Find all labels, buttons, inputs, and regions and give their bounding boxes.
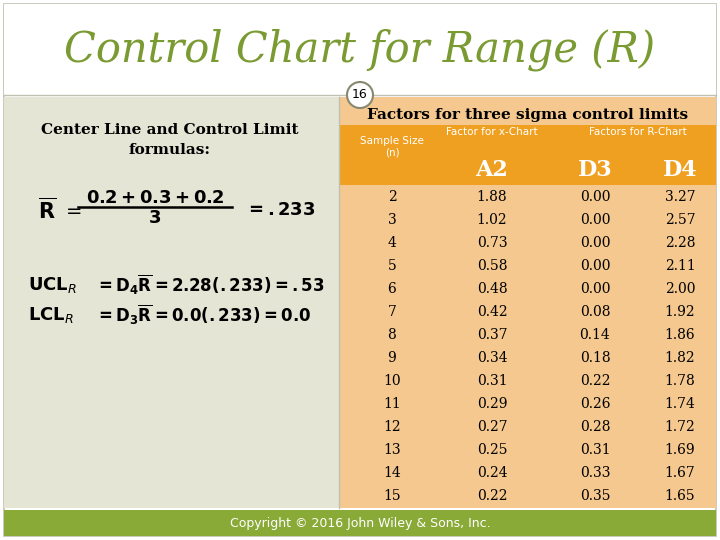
Text: $\mathbf{= D_4\overline{R} = 2.28(.233) = .53}$: $\mathbf{= D_4\overline{R} = 2.28(.233) … xyxy=(95,273,325,297)
Text: 0.73: 0.73 xyxy=(477,235,508,249)
Text: 3.27: 3.27 xyxy=(665,190,696,204)
Text: A2: A2 xyxy=(476,159,508,181)
Text: 1.74: 1.74 xyxy=(665,397,696,411)
Text: 1.88: 1.88 xyxy=(477,190,508,204)
Text: $\mathbf{UCL}_R$: $\mathbf{UCL}_R$ xyxy=(28,275,77,295)
Text: 10: 10 xyxy=(383,374,401,388)
Text: Copyright © 2016 John Wiley & Sons, Inc.: Copyright © 2016 John Wiley & Sons, Inc. xyxy=(230,516,490,530)
Text: 1.82: 1.82 xyxy=(665,351,696,365)
Text: 14: 14 xyxy=(383,467,401,481)
Text: 5: 5 xyxy=(387,259,397,273)
Text: 4: 4 xyxy=(387,235,397,249)
Text: Factors for three sigma control limits: Factors for three sigma control limits xyxy=(367,108,688,122)
Text: 2.00: 2.00 xyxy=(665,282,696,296)
Text: 8: 8 xyxy=(387,328,397,342)
Text: 2.57: 2.57 xyxy=(665,213,696,227)
Text: Control Chart for Range (R): Control Chart for Range (R) xyxy=(64,29,656,71)
Text: Sample Size
(n): Sample Size (n) xyxy=(360,136,424,158)
Text: 3: 3 xyxy=(387,213,397,227)
Text: 0.00: 0.00 xyxy=(580,213,611,227)
Text: 0.26: 0.26 xyxy=(580,397,611,411)
Text: 1.78: 1.78 xyxy=(665,374,696,388)
Text: Factor for x-Chart: Factor for x-Chart xyxy=(446,127,538,137)
Text: 1.69: 1.69 xyxy=(665,443,696,457)
Text: 0.14: 0.14 xyxy=(580,328,611,342)
Text: 1.72: 1.72 xyxy=(665,420,696,434)
Text: 12: 12 xyxy=(383,420,401,434)
Text: 13: 13 xyxy=(383,443,401,457)
Text: 2: 2 xyxy=(387,190,397,204)
Text: 1.86: 1.86 xyxy=(665,328,696,342)
Text: D4: D4 xyxy=(662,159,697,181)
Text: $=$: $=$ xyxy=(62,201,82,219)
Text: 0.28: 0.28 xyxy=(580,420,611,434)
Text: 16: 16 xyxy=(352,89,368,102)
Text: D3: D3 xyxy=(577,159,612,181)
Text: Center Line and Control Limit
formulas:: Center Line and Control Limit formulas: xyxy=(41,123,299,157)
Circle shape xyxy=(347,82,373,108)
Text: 0.31: 0.31 xyxy=(580,443,611,457)
Text: 2.28: 2.28 xyxy=(665,235,696,249)
Text: 0.34: 0.34 xyxy=(477,351,508,365)
Text: 0.08: 0.08 xyxy=(580,305,611,319)
Text: 0.29: 0.29 xyxy=(477,397,508,411)
Text: 1.65: 1.65 xyxy=(665,489,696,503)
Text: $\mathbf{= D_3\overline{R} = 0.0(.233) = 0.0}$: $\mathbf{= D_3\overline{R} = 0.0(.233) =… xyxy=(95,303,311,327)
Bar xyxy=(4,97,339,508)
Text: 0.58: 0.58 xyxy=(477,259,508,273)
Text: 0.00: 0.00 xyxy=(580,190,611,204)
Text: 0.48: 0.48 xyxy=(477,282,508,296)
Text: 0.31: 0.31 xyxy=(477,374,508,388)
Text: 0.35: 0.35 xyxy=(580,489,611,503)
Bar xyxy=(340,125,716,185)
Text: 2.11: 2.11 xyxy=(665,259,696,273)
Text: 7: 7 xyxy=(387,305,397,319)
Bar xyxy=(4,510,716,536)
Text: 15: 15 xyxy=(383,489,401,503)
Text: 6: 6 xyxy=(387,282,397,296)
Text: $\mathbf{LCL}_R$: $\mathbf{LCL}_R$ xyxy=(28,305,74,325)
Text: 0.27: 0.27 xyxy=(477,420,508,434)
Text: 0.24: 0.24 xyxy=(477,467,508,481)
Text: $\mathbf{0.2 + 0.3 + 0.2}$: $\mathbf{0.2 + 0.3 + 0.2}$ xyxy=(86,189,225,207)
Text: 1.02: 1.02 xyxy=(477,213,508,227)
Text: $\mathbf{3}$: $\mathbf{3}$ xyxy=(148,209,161,227)
Text: 0.00: 0.00 xyxy=(580,282,611,296)
Text: 0.42: 0.42 xyxy=(477,305,508,319)
Text: $\overline{\mathbf{R}}$: $\overline{\mathbf{R}}$ xyxy=(38,197,56,222)
Text: 0.00: 0.00 xyxy=(580,259,611,273)
Text: 0.22: 0.22 xyxy=(580,374,611,388)
Text: 0.18: 0.18 xyxy=(580,351,611,365)
Text: 0.00: 0.00 xyxy=(580,235,611,249)
Text: $\mathbf{= .233}$: $\mathbf{= .233}$ xyxy=(245,201,315,219)
Text: 11: 11 xyxy=(383,397,401,411)
Text: 9: 9 xyxy=(387,351,397,365)
Text: 0.22: 0.22 xyxy=(477,489,508,503)
Text: 0.33: 0.33 xyxy=(580,467,611,481)
Bar xyxy=(4,4,716,95)
Text: 1.92: 1.92 xyxy=(665,305,696,319)
Text: 0.37: 0.37 xyxy=(477,328,508,342)
Text: 0.25: 0.25 xyxy=(477,443,508,457)
Bar xyxy=(340,97,716,508)
Text: Factors for R-Chart: Factors for R-Chart xyxy=(589,127,686,137)
Text: 1.67: 1.67 xyxy=(665,467,696,481)
